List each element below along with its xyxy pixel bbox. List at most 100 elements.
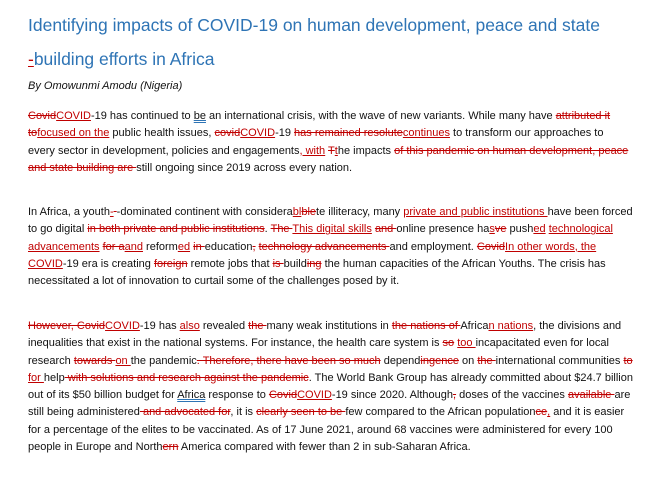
tracked-insertion: In other words, the COVID [28,240,597,270]
text-run: , it is [230,406,257,419]
text-run: few compared to the African population [345,406,536,419]
text-run: still ongoing since 2019 across every na… [136,161,353,174]
text-run: international communities [495,354,624,367]
text-run: revealed [199,320,249,332]
text-run: Africa [460,320,489,332]
document-title: Identifying impacts of COVID-19 on human… [28,8,648,76]
tracked-insertion: , [547,406,551,419]
tracked-deletion: has remained resolute [294,127,403,140]
tracked-insertion: ed [177,240,191,253]
tracked-deletion: Covid [268,389,298,402]
text-run: to transform our approaches to every sec… [28,127,604,157]
text-run: -19 has continued to [90,110,194,122]
tracked-deletion: covid [214,127,241,140]
tracked-insertion: s [489,223,495,236]
tracked-deletion: so [442,337,455,350]
text-run: -19 era is creating [62,257,154,270]
title-dash-insertion: - [28,49,34,69]
title-line-1: Identifying impacts of COVID-19 on human… [28,15,600,35]
tracked-insertion: COVID [105,320,140,332]
tracked-deletion: Covid [476,240,506,253]
text-run: public health issues, [109,127,215,140]
tracked-insertion: technological advancements [28,223,613,253]
tracked-deletion: the [248,320,267,332]
tracked-deletion: Covid [28,110,57,122]
tracked-insertion: too [457,337,476,350]
tracked-deletion: and advocated for [139,406,231,419]
text-run: education [204,240,253,253]
text-run: the human capacities of the African Yout… [28,257,606,288]
text-run: -19 has [139,320,180,332]
tracked-insertion: - [109,206,114,218]
tracked-insertion: COVID [240,127,276,140]
tracked-deletion: of this pandemic on human development, p… [28,144,629,174]
tracked-deletion: ce [535,406,548,419]
text-run: on [458,354,478,367]
text-run: -19 [275,127,295,140]
tracked-deletion: However, Covid [28,320,106,332]
tracked-deletion: technology advancements [258,240,390,253]
tracked-insertion: on [115,354,131,367]
tracked-deletion: the nations of [391,320,461,332]
tracked-deletion: T [328,144,335,157]
tracked-deletion: with solutions and research against the … [64,371,309,384]
tracked-insertion: t [334,144,338,157]
text-run: doses of the vaccines [456,389,568,402]
author-byline: By Omowunmi Amodu (Nigeria) [28,80,183,92]
tracked-insertion: for [28,371,44,384]
text-run: te illiteracy, many [316,206,404,218]
tracked-deletion: ingence [420,354,459,367]
text-run: -19 since 2020. Although [331,389,453,402]
tracked-insertion: continues [402,127,450,140]
text-run: online presence ha [396,223,490,236]
tracked-deletion: , [252,240,256,253]
tracked-deletion: ble [301,206,317,218]
tracked-deletion: clearly seen to be [256,406,346,419]
tracked-deletion: in both private and public institutions [87,223,265,236]
text-run: are still being administered [28,389,631,419]
text-run: many weak institutions in [266,320,392,332]
tracked-deletion: . Therefore, there have been so much [196,354,381,367]
text-run: response to [205,389,269,402]
tracked-deletion: to [623,354,633,367]
tracked-insertion: COVID [297,389,332,402]
tracked-insertion: n nations [488,320,534,332]
tracked-insertion: COVID [56,110,91,122]
text-run: and employment. [389,240,477,253]
text-run: reform [142,240,178,253]
tracked-deletion: ing [306,257,322,270]
tracked-deletion: ern [162,441,179,454]
tracked-insertion: focused on the [37,127,110,140]
text-run: America compared with fewer than 2 in su… [178,441,471,454]
paragraph-2: In Africa, a youth- -dominated continent… [28,204,633,290]
tracked-deletion: available [567,389,615,402]
paragraph-1: CovidCOVID-19 has continued to be an int… [28,108,633,177]
text-run: he impacts [337,144,395,157]
text-run: help [43,371,65,384]
tracked-deletion: towards [73,354,116,367]
text-run: and it is easier for a percentage of the… [28,406,625,454]
text-run: have been forced to go digital [28,206,633,236]
tracked-insertion: This digital skills [292,223,372,236]
tracked-deletion: , [453,389,457,402]
tracked-insertion: also [179,320,200,332]
tracked-deletion: and [374,223,397,236]
tracked-deletion: The [270,223,293,236]
text-run: remote jobs that [187,257,273,270]
tracked-insertion: and [124,240,143,253]
text-run: an international crisis, with the wave o… [205,110,556,122]
title-line-2: building efforts in Africa [33,49,215,69]
tracked-deletion: in [193,240,205,253]
text-run: In Africa, a youth [28,206,110,218]
text-run: depend [380,354,421,367]
flagged-word: Africa [177,389,206,402]
text-run: the pandemic [130,354,197,367]
text-run: incapacitated even for local research [28,337,609,367]
tracked-deletion: is [272,257,284,270]
tracked-insertion: ed [533,223,546,236]
tracked-insertion: , with [299,144,326,157]
tracked-deletion: foreign [153,257,188,270]
tracked-deletion: attributed it to [28,110,611,140]
tracked-deletion: for a [102,240,125,253]
